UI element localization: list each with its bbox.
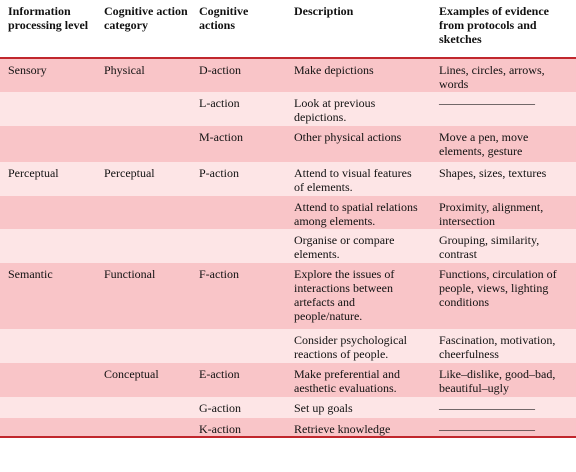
table-cell: ———————— [439, 401, 535, 415]
table-row: L-action Look at previous depictions. ————… [0, 92, 576, 126]
table-row: Organise or compare elements. Grouping, s… [0, 229, 576, 263]
table-cell: Explore the issues of interactions betwe… [294, 267, 395, 323]
table-cell: Attend to visual features of elements. [294, 166, 412, 194]
header-cell: Examples of evidence from protocols and … [439, 4, 549, 46]
table-cell: Semantic [8, 267, 53, 281]
table-row: Conceptual E-action Make preferential and … [0, 363, 576, 397]
table-body: Sensory Physical D-action Make depictions Li… [0, 58, 576, 437]
table-cell: Lines, circles, arrows, words [439, 63, 545, 91]
table-cell [104, 329, 199, 363]
table-cell: Functions, circulation of people, views,… [439, 267, 557, 309]
table-row: Consider psychological reactions of peop… [0, 329, 576, 363]
table-cell: Like–dislike, good–bad, beautiful–ugly [439, 367, 556, 395]
table-row: Semantic Functional F-action Explore the is… [0, 263, 576, 329]
table-cell: Fascination, motivation, cheerfulness [439, 333, 556, 361]
table-cell [0, 363, 104, 397]
table: Information processing level Cognitive ac… [0, 0, 576, 437]
header-cell: Description [294, 4, 354, 18]
table-cell: Set up goals [294, 401, 353, 415]
table-cell: Shapes, sizes, textures [439, 166, 547, 180]
table-cell: Retrieve knowledge [294, 422, 391, 436]
table-cell: L-action [199, 96, 240, 110]
table-row: M-action Other physical actions Move a pen… [0, 126, 576, 162]
table-cell [199, 229, 294, 263]
header-cell: Cognitive action category [104, 4, 188, 32]
table-cell: Look at previous depictions. [294, 96, 376, 124]
table-cell: Move a pen, move elements, gesture [439, 130, 529, 158]
table-cell: Proximity, alignment, intersection [439, 200, 544, 228]
table-cell [199, 329, 294, 363]
table-cell: K-action [199, 422, 241, 436]
table-cell: Organise or compare elements. [294, 233, 395, 261]
table-row: Perceptual Perceptual P-action Attend to vi… [0, 162, 576, 196]
table-row: K-action Retrieve knowledge ———————— [0, 418, 576, 437]
table-cell: Other physical actions [294, 130, 402, 144]
table-cell: Make preferential and aesthetic evaluati… [294, 367, 400, 395]
table-cell: Conceptual [104, 367, 159, 381]
table-row: Attend to spatial relations among elemen… [0, 196, 576, 229]
table-cell: ———————— [439, 96, 535, 110]
table-cell [0, 196, 104, 229]
table-cell [104, 126, 199, 162]
table-cell [104, 397, 199, 418]
table-cell: Make depictions [294, 63, 374, 77]
table-cell: ———————— [439, 422, 535, 436]
table-cell [104, 418, 199, 437]
table-cell [0, 329, 104, 363]
table-cell: Functional [104, 267, 156, 281]
table-cell: F-action [199, 267, 239, 281]
table-cell: G-action [199, 401, 241, 415]
table-cell: Perceptual [104, 166, 155, 180]
table-cell [0, 126, 104, 162]
table-cell: P-action [199, 166, 239, 180]
table-cell [0, 418, 104, 437]
table-cell: Physical [104, 63, 145, 77]
table-cell [104, 92, 199, 126]
table-cell [0, 397, 104, 418]
table-cell [104, 229, 199, 263]
table-row: Sensory Physical D-action Make depictions Li… [0, 58, 576, 92]
table-cell: Sensory [8, 63, 47, 77]
header-row: Information processing level Cognitive ac… [0, 0, 576, 58]
table-cell: E-action [199, 367, 240, 381]
table-cell [0, 92, 104, 126]
table-header: Information processing level Cognitive ac… [0, 0, 576, 58]
table-cell: Perceptual [8, 166, 59, 180]
table-row: G-action Set up goals ———————— [0, 397, 576, 418]
table-cell: Consider psychological reactions of peop… [294, 333, 407, 361]
table-cell: M-action [199, 130, 243, 144]
header-cell: Information processing level [8, 4, 89, 32]
table-cell: D-action [199, 63, 241, 77]
table-cell: Attend to spatial relations among elemen… [294, 200, 418, 228]
table-cell: Grouping, similarity, contrast [439, 233, 540, 261]
table-cell [199, 196, 294, 229]
header-cell: Cognitive actions [199, 4, 249, 32]
table-cell [104, 196, 199, 229]
table-cell [0, 229, 104, 263]
